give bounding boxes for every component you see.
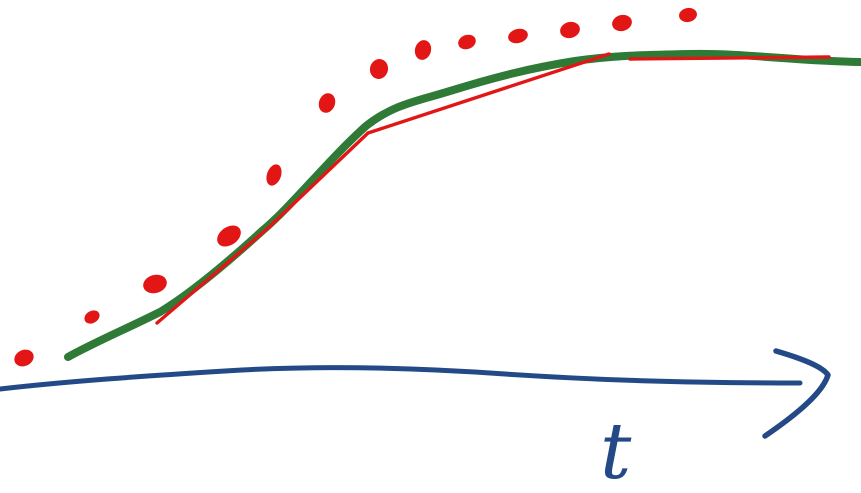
red-dot — [266, 164, 282, 186]
time-axis-line — [0, 365, 803, 392]
red-dot — [679, 7, 697, 23]
green-smooth-curve — [64, 49, 861, 361]
time-axis: t — [0, 348, 831, 493]
red-dot — [369, 59, 389, 79]
red-dot — [14, 349, 34, 367]
arrow-head-icon — [762, 348, 831, 439]
red-linear-segments — [155, 52, 831, 325]
red-segment — [155, 227, 269, 325]
red-dot — [612, 14, 632, 32]
red-dot — [458, 34, 476, 50]
red-dot — [143, 274, 167, 294]
red-dot — [560, 21, 580, 39]
red-dot — [414, 40, 432, 60]
red-segment — [265, 131, 370, 231]
red-segment — [366, 52, 611, 135]
axis-label-t: t — [600, 407, 632, 493]
red-dot — [508, 28, 528, 44]
red-dot — [318, 93, 336, 113]
red-dot — [84, 310, 100, 324]
red-dot — [217, 225, 241, 247]
red-segment — [628, 55, 831, 61]
dotted-red-curve — [14, 7, 697, 367]
